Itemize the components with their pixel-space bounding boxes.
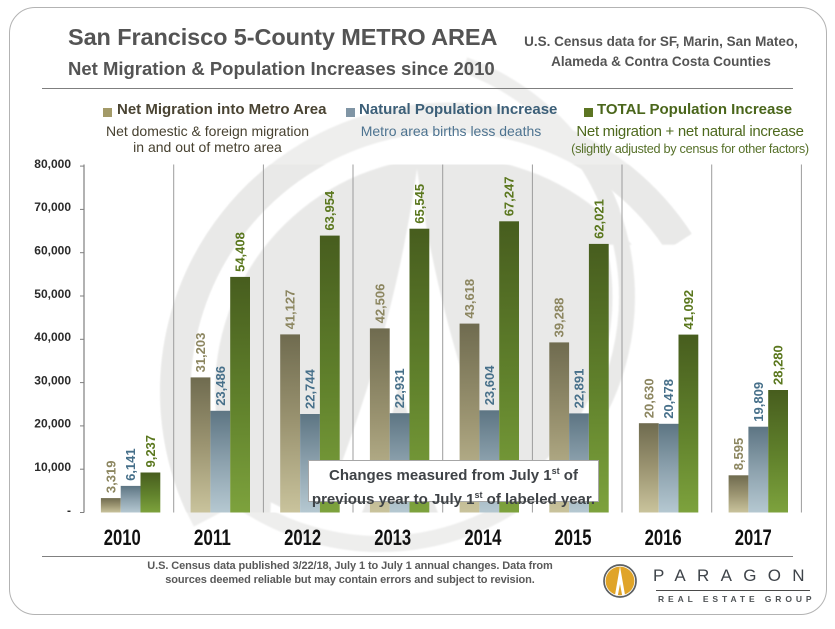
svg-text:23,604: 23,604 bbox=[482, 365, 497, 406]
svg-text:20,000: 20,000 bbox=[34, 417, 71, 431]
svg-text:50,000: 50,000 bbox=[34, 287, 71, 301]
svg-text:42,506: 42,506 bbox=[372, 284, 387, 324]
svg-text:2015: 2015 bbox=[555, 525, 592, 550]
svg-text:67,247: 67,247 bbox=[502, 177, 517, 217]
svg-text:22,891: 22,891 bbox=[572, 369, 587, 409]
svg-text:60,000: 60,000 bbox=[34, 244, 71, 258]
svg-text:41,127: 41,127 bbox=[283, 290, 298, 330]
svg-text:40,000: 40,000 bbox=[34, 330, 71, 344]
svg-text:62,021: 62,021 bbox=[591, 199, 606, 239]
svg-text:63,954: 63,954 bbox=[322, 190, 337, 231]
svg-text:2014: 2014 bbox=[464, 525, 502, 550]
svg-text:28,280: 28,280 bbox=[771, 345, 786, 385]
svg-text:19,809: 19,809 bbox=[751, 382, 766, 422]
svg-text:2011: 2011 bbox=[194, 525, 231, 550]
svg-text:41,092: 41,092 bbox=[681, 290, 696, 330]
svg-text:31,203: 31,203 bbox=[193, 333, 208, 373]
svg-text:54,408: 54,408 bbox=[233, 232, 248, 272]
svg-text:65,545: 65,545 bbox=[412, 184, 427, 224]
svg-text:43,618: 43,618 bbox=[462, 279, 477, 319]
svg-text:8,595: 8,595 bbox=[731, 438, 746, 471]
svg-text:22,931: 22,931 bbox=[392, 368, 407, 408]
svg-text:70,000: 70,000 bbox=[34, 200, 71, 214]
svg-text:2012: 2012 bbox=[284, 525, 321, 550]
svg-text:-: - bbox=[67, 503, 71, 517]
svg-text:2013: 2013 bbox=[374, 525, 411, 550]
svg-text:80,000: 80,000 bbox=[34, 157, 71, 171]
svg-text:20,630: 20,630 bbox=[641, 378, 656, 418]
svg-text:23,486: 23,486 bbox=[213, 366, 228, 406]
svg-text:2017: 2017 bbox=[735, 525, 772, 550]
svg-text:30,000: 30,000 bbox=[34, 373, 71, 387]
svg-text:20,478: 20,478 bbox=[661, 379, 676, 419]
svg-text:2016: 2016 bbox=[645, 525, 682, 550]
svg-text:22,744: 22,744 bbox=[302, 368, 317, 409]
svg-text:2010: 2010 bbox=[104, 525, 141, 550]
svg-text:3,319: 3,319 bbox=[103, 461, 118, 494]
svg-text:39,288: 39,288 bbox=[552, 298, 567, 338]
svg-text:10,000: 10,000 bbox=[34, 460, 71, 474]
svg-text:9,237: 9,237 bbox=[143, 435, 158, 468]
svg-text:6,141: 6,141 bbox=[123, 448, 138, 481]
